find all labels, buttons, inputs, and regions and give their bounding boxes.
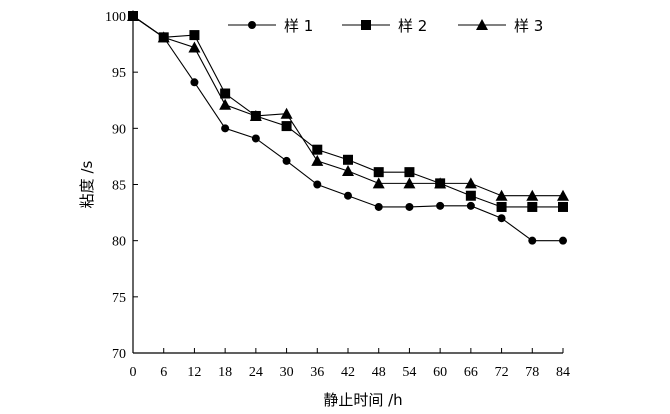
series-2-point [189, 30, 200, 41]
series-2-point [281, 121, 292, 132]
series-1-point [344, 191, 352, 200]
legend-marker [476, 19, 488, 30]
series-1-point [528, 236, 537, 245]
y-tick-label: 80 [112, 235, 126, 250]
x-tick-label: 0 [130, 365, 137, 380]
x-tick-label: 78 [525, 365, 539, 380]
series-1-point [282, 156, 291, 165]
x-tick-label: 6 [160, 365, 167, 380]
legend-label: 样 2 [398, 17, 427, 35]
x-tick-label: 42 [341, 365, 355, 380]
x-tick-label: 84 [556, 365, 570, 380]
series-2-point [312, 144, 323, 155]
series-1-point [436, 201, 445, 210]
series-1-point [190, 78, 199, 87]
series-3-point [219, 98, 232, 110]
x-tick-label: 66 [464, 365, 478, 380]
series-3-point [434, 177, 447, 189]
series-1-point [559, 236, 567, 245]
legend: 样 1 样 2 样 3 [228, 17, 543, 35]
legend-item-2: 样 2 [342, 17, 427, 35]
legend-item-1: 样 1 [228, 17, 313, 35]
series-2-point [404, 167, 415, 178]
series-3-point [249, 109, 262, 121]
legend-marker [361, 20, 371, 30]
x-tick-label: 72 [495, 365, 509, 380]
y-axis-title: 粘度 /s [78, 160, 96, 208]
series-1-point [405, 202, 414, 211]
series-1-point [466, 201, 475, 210]
x-tick-label: 30 [280, 365, 294, 380]
series-1-point [221, 124, 230, 133]
y-tick-label: 70 [112, 347, 126, 362]
series-1-point [497, 214, 506, 223]
series-3-point [526, 189, 539, 201]
series-1-point [374, 202, 383, 211]
series-1-point [313, 180, 322, 189]
series-3-point [372, 177, 385, 189]
x-axis-title: 静止时间 /h [323, 391, 402, 409]
series-2-point [527, 201, 538, 212]
y-tick-label: 85 [112, 179, 126, 194]
x-tick-label: 48 [372, 365, 386, 380]
series-2-line [132, 15, 563, 208]
series-3-point [311, 154, 324, 166]
series-2-point [220, 88, 231, 99]
series-3-point [403, 177, 416, 189]
series-2-point [465, 190, 476, 201]
series-2-point [496, 201, 507, 212]
series-2 [128, 11, 568, 212]
legend-marker [248, 21, 256, 29]
series-3 [127, 10, 569, 201]
y-tick-label: 95 [112, 66, 126, 81]
x-tick-label: 12 [187, 365, 201, 380]
ticks: 0 6 12 18 24 30 36 42 48 54 60 66 72 78 84 70 75 80 85 90 95… [105, 10, 570, 380]
x-tick-label: 60 [433, 365, 447, 380]
y-tick-label: 75 [112, 291, 126, 306]
y-tick-label: 100 [105, 10, 126, 25]
x-tick-label: 54 [402, 365, 416, 380]
series-3-point [188, 41, 201, 53]
series-3-point [557, 189, 569, 201]
series-layer [127, 10, 569, 245]
legend-label: 样 3 [514, 17, 543, 35]
series-1-point [251, 134, 260, 143]
series-3-point [464, 177, 477, 189]
x-tick-label: 18 [218, 365, 232, 380]
series-3-point [127, 10, 139, 21]
legend-item-3: 样 3 [458, 17, 543, 35]
series-2-point [373, 167, 384, 178]
series-2-point [343, 154, 353, 165]
series-3-point [157, 31, 170, 43]
x-tick-label: 36 [310, 365, 324, 380]
series-3-point [495, 189, 508, 201]
series-3-point [342, 165, 354, 177]
y-tick-label: 90 [112, 122, 126, 137]
axes [132, 16, 563, 354]
series-2-point [558, 201, 568, 212]
legend-label: 样 1 [284, 17, 313, 35]
x-tick-label: 24 [249, 365, 263, 380]
series-3-point [280, 107, 293, 119]
